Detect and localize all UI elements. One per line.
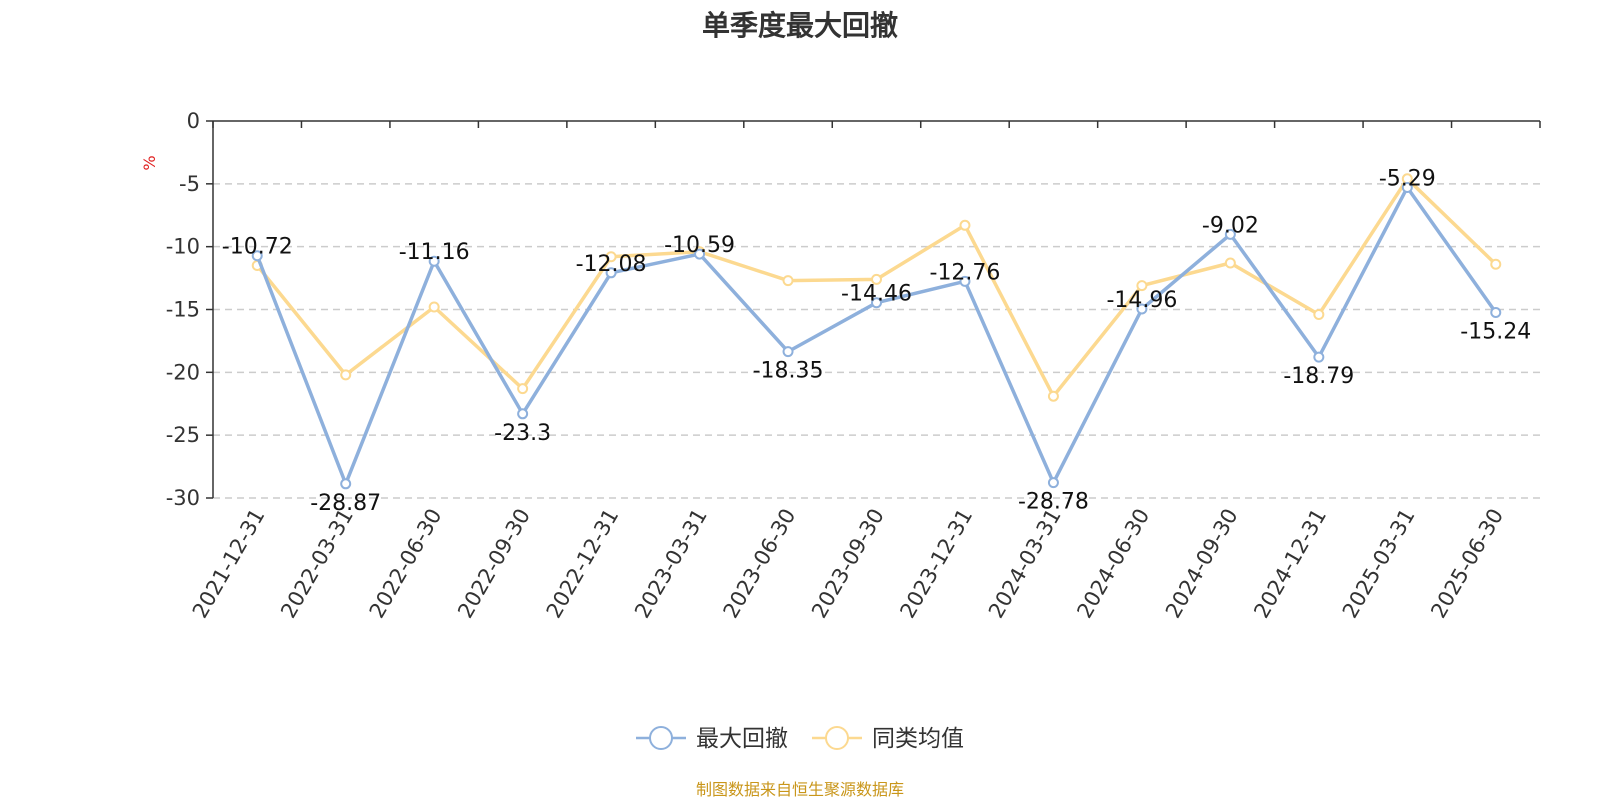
data-labels: -10.72 -28.87 -11.16 -23.3 -12.08 -10.59 -18.3… xyxy=(222,166,1531,515)
x-tick-label: 2024-09-30 xyxy=(1161,505,1243,623)
series-lines xyxy=(251,173,1502,490)
x-tick-label: 2023-12-31 xyxy=(895,505,977,623)
x-tick-label: 2021-12-31 xyxy=(188,505,270,623)
data-point xyxy=(251,250,263,262)
data-point xyxy=(959,275,971,287)
data-label: -10.72 xyxy=(222,235,293,260)
y-tick-label: -5 xyxy=(179,172,200,196)
data-point xyxy=(1047,477,1059,489)
data-label: -14.46 xyxy=(841,282,912,307)
data-point xyxy=(1401,181,1413,193)
data-point xyxy=(1313,309,1325,321)
data-point xyxy=(694,248,706,260)
data-point xyxy=(340,478,352,490)
grid-lines xyxy=(213,183,1540,499)
data-point xyxy=(1490,258,1502,270)
legend-marker xyxy=(649,726,673,750)
data-point xyxy=(1490,307,1502,319)
data-point xyxy=(1224,257,1236,269)
legend-label: 同类均值 xyxy=(872,726,964,752)
data-label: -23.3 xyxy=(494,421,551,446)
data-point xyxy=(428,301,440,313)
data-point xyxy=(871,297,882,309)
x-tick-label: 2023-09-30 xyxy=(807,505,889,623)
data-label: -15.24 xyxy=(1460,320,1531,345)
data-label: -18.79 xyxy=(1283,364,1354,389)
data-point xyxy=(871,273,882,285)
data-point xyxy=(1224,228,1236,240)
data-point xyxy=(1136,303,1148,315)
legend-item-1: 同类均值 xyxy=(812,726,964,752)
y-tick-label: 0 xyxy=(187,109,200,133)
x-tick-label: 2024-06-30 xyxy=(1072,505,1154,623)
series-line-0 xyxy=(255,185,1498,486)
data-label: -18.35 xyxy=(753,359,824,384)
legend: 最大回撤 同类均值 xyxy=(636,726,964,752)
data-label: -28.78 xyxy=(1018,490,1089,515)
data-label: -5.29 xyxy=(1379,166,1436,191)
y-tick-label: -30 xyxy=(166,486,200,510)
x-tick-label: 2022-09-30 xyxy=(453,505,535,623)
data-point xyxy=(1136,280,1148,292)
x-tick-label: 2022-06-30 xyxy=(365,504,447,622)
x-tick-label: 2024-03-31 xyxy=(984,505,1066,623)
legend-item-0: 最大回撤 xyxy=(636,726,788,752)
x-tick-label: 2025-06-30 xyxy=(1426,505,1508,623)
x-tick-label: 2023-03-31 xyxy=(630,505,712,623)
x-tick-label: 2024-12-31 xyxy=(1249,505,1331,623)
y-tick-label: -10 xyxy=(166,235,200,259)
data-label: -9.02 xyxy=(1202,213,1259,238)
data-point xyxy=(605,267,617,279)
y-tick-label: -15 xyxy=(166,298,200,322)
data-point xyxy=(782,346,794,358)
data-point xyxy=(782,275,794,287)
x-tick-label: 2022-03-31 xyxy=(276,505,358,623)
y-tick-label: -20 xyxy=(166,360,200,384)
data-point xyxy=(340,369,352,381)
data-point xyxy=(1313,351,1325,363)
data-point xyxy=(517,408,529,420)
data-point xyxy=(1047,390,1059,402)
chart-title: 单季度最大回撤 xyxy=(701,9,898,42)
source-note: 制图数据来自恒生聚源数据库 xyxy=(695,780,904,799)
data-label: -11.16 xyxy=(399,240,470,265)
x-tick-label: 2022-12-31 xyxy=(542,505,624,623)
data-point xyxy=(517,383,529,395)
data-label: -12.08 xyxy=(576,252,647,277)
x-tick-label: 2025-03-31 xyxy=(1338,505,1420,623)
data-label: -10.59 xyxy=(664,233,735,258)
legend-marker xyxy=(825,726,849,750)
x-tick-label: 2023-06-30 xyxy=(719,505,801,623)
y-axis-unit-label: % xyxy=(140,155,159,170)
legend-label: 最大回撤 xyxy=(696,726,788,752)
data-label: -12.76 xyxy=(930,260,1001,285)
data-point xyxy=(959,219,971,231)
y-tick-label: -25 xyxy=(166,423,200,447)
data-point xyxy=(605,251,617,263)
data-label: -14.96 xyxy=(1106,288,1177,313)
data-label: -28.87 xyxy=(310,491,381,516)
data-point xyxy=(428,255,440,267)
